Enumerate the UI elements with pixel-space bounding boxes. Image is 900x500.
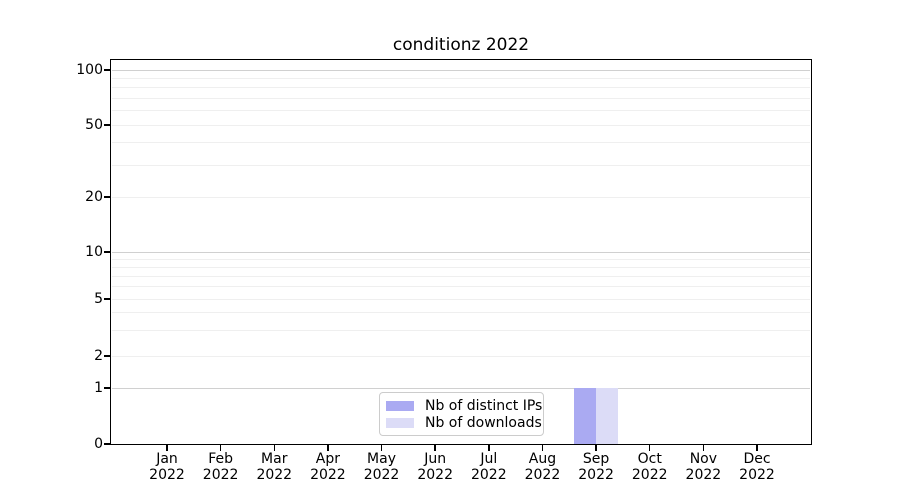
month-label: Feb (208, 451, 234, 467)
month-label: Dec (743, 451, 771, 467)
month-label: Aug (528, 451, 557, 467)
legend: Nb of distinct IPs Nb of downloads (379, 392, 544, 436)
minor-gridline (112, 164, 810, 166)
month-label: Apr (315, 451, 341, 467)
year-label: 2022 (310, 467, 346, 483)
y-tick-mark (104, 387, 111, 389)
y-tick-mark (104, 196, 111, 198)
major-gridline (112, 387, 810, 389)
y-tick-label: 2 (94, 348, 103, 364)
y-tick-label: 20 (85, 189, 103, 205)
plot-area-border (110, 59, 812, 445)
month-label: Oct (637, 451, 662, 467)
bar-distinct-ips (574, 388, 597, 444)
month-label: Jun (424, 451, 447, 467)
y-tick-label: 1 (94, 380, 103, 396)
x-tick-mark (166, 445, 168, 451)
legend-swatch (386, 418, 414, 428)
minor-gridline (112, 110, 810, 112)
year-label: 2022 (256, 467, 293, 483)
y-tick-label: 100 (76, 62, 103, 78)
legend-swatch (386, 401, 414, 411)
y-tick-label: 5 (94, 291, 103, 307)
month-label: Nov (689, 451, 718, 467)
minor-gridline (112, 266, 810, 268)
y-tick-mark (104, 355, 111, 357)
year-label: 2022 (470, 467, 507, 483)
x-tick-mark (273, 445, 276, 451)
month-label: May (367, 451, 396, 467)
minor-gridline (112, 124, 810, 126)
x-tick-mark (434, 445, 436, 451)
minor-gridline (112, 97, 810, 99)
x-tick-mark (488, 445, 490, 451)
month-label: Jan (156, 451, 178, 467)
x-tick-label: Jun 2022 (403, 451, 467, 483)
x-tick-label: Sep 2022 (564, 451, 628, 483)
y-tick-label: 0 (94, 436, 103, 452)
year-label: 2022 (417, 467, 453, 483)
minor-gridline (112, 312, 810, 314)
x-tick-label: Dec 2022 (725, 451, 789, 483)
month-label: Sep (582, 451, 610, 467)
major-gridline (112, 69, 810, 71)
x-tick-label: Feb 2022 (189, 451, 253, 483)
x-tick-mark (541, 445, 544, 451)
month-label: Mar (261, 451, 288, 467)
x-tick-label: Apr 2022 (296, 451, 360, 483)
year-label: 2022 (363, 467, 400, 483)
x-tick-mark (327, 445, 329, 451)
minor-gridline (112, 258, 810, 260)
minor-gridline (112, 355, 810, 357)
minor-gridline (112, 142, 810, 144)
year-label: 2022 (524, 467, 561, 483)
x-tick-label: May 2022 (350, 451, 414, 483)
minor-gridline (112, 87, 810, 89)
minor-gridline (112, 330, 810, 332)
minor-gridline (112, 286, 810, 288)
y-tick-label: 50 (85, 117, 103, 133)
x-tick-label: Nov 2022 (671, 451, 735, 483)
y-tick-mark (104, 298, 111, 300)
chart-title: conditionz 2022 (392, 35, 530, 55)
legend-entry: Nb of downloads (386, 415, 542, 431)
legend-entry-label: Nb of distinct IPs (425, 398, 543, 414)
minor-gridline (112, 298, 810, 300)
legend-entry: Nb of distinct IPs (386, 398, 542, 414)
y-tick-mark (104, 69, 111, 71)
major-gridline (112, 251, 810, 253)
legend-entry-label: Nb of downloads (425, 415, 542, 431)
bar-downloads (596, 388, 619, 444)
y-tick-mark (104, 251, 111, 253)
x-tick-label: Oct 2022 (618, 451, 682, 483)
x-tick-label: Jan 2022 (135, 451, 199, 483)
x-tick-label: Mar 2022 (242, 451, 306, 483)
x-tick-label: Aug 2022 (510, 451, 574, 483)
y-tick-mark (104, 124, 111, 126)
year-label: 2022 (578, 467, 614, 483)
year-label: 2022 (685, 467, 722, 483)
minor-gridline (112, 196, 810, 198)
year-label: 2022 (202, 467, 239, 483)
x-tick-label: Jul 2022 (457, 451, 521, 483)
minor-gridline (112, 77, 810, 79)
y-tick-label: 10 (85, 244, 103, 260)
month-label: Jul (480, 451, 498, 467)
x-tick-mark (648, 445, 651, 451)
year-label: 2022 (631, 467, 668, 483)
minor-gridline (112, 275, 810, 277)
y-tick-mark (104, 443, 111, 445)
x-tick-mark (219, 445, 222, 451)
x-tick-mark (595, 445, 597, 451)
year-label: 2022 (149, 467, 185, 483)
x-tick-mark (756, 445, 758, 451)
year-label: 2022 (739, 467, 775, 483)
x-tick-mark (702, 445, 705, 451)
x-tick-mark (380, 445, 383, 451)
